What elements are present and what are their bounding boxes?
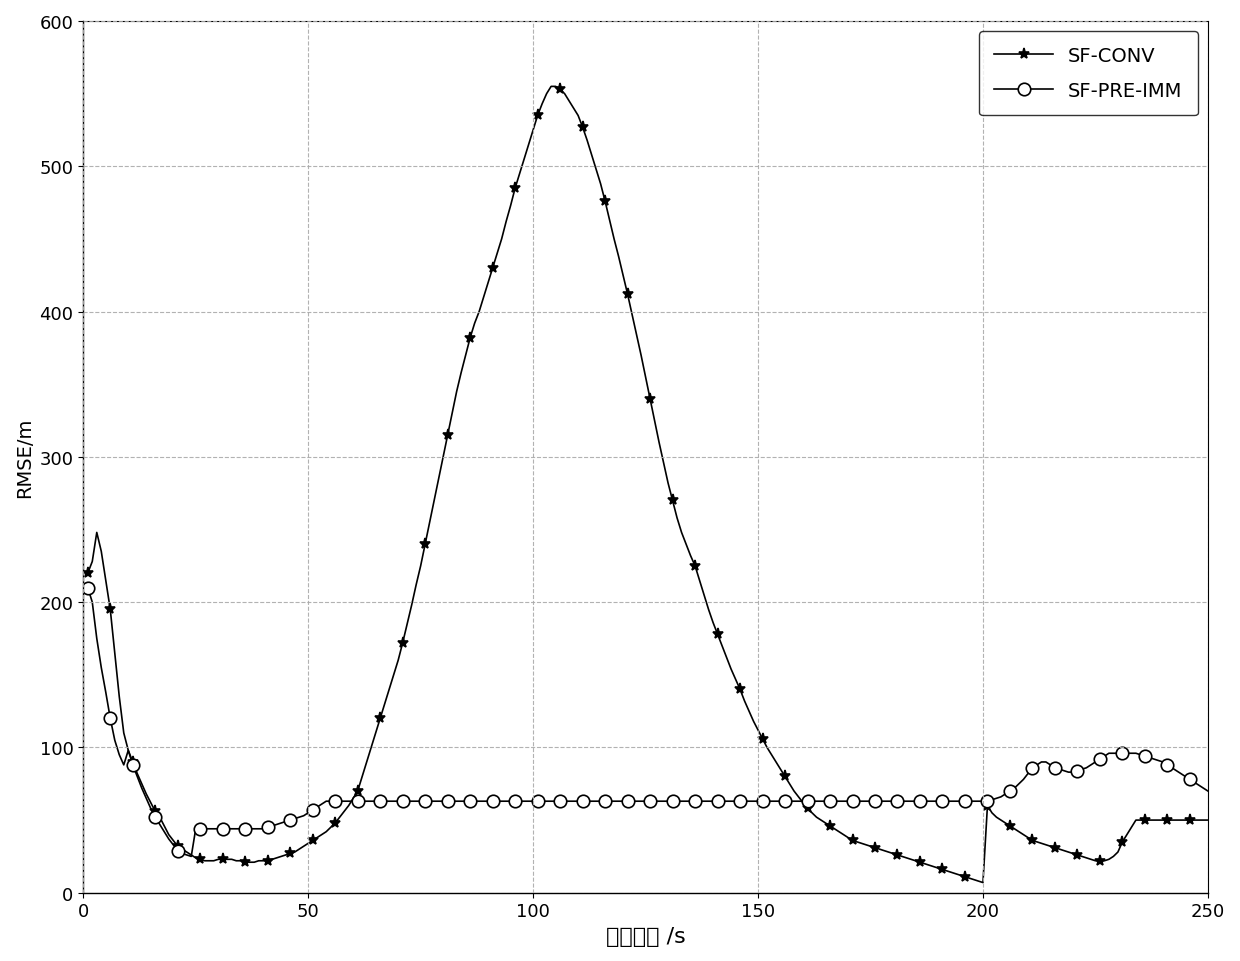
SF-PRE-IMM	[534, 796, 549, 807]
Line: SF-CONV: SF-CONV	[82, 82, 1214, 888]
SF-CONV	[1200, 815, 1215, 826]
SF-CONV	[858, 839, 873, 850]
SF-PRE-IMM	[81, 582, 95, 594]
SF-CONV	[733, 684, 748, 696]
Y-axis label: RMSE/m: RMSE/m	[15, 417, 33, 498]
SF-PRE-IMM	[1200, 785, 1215, 797]
SF-CONV	[543, 82, 558, 93]
SF-PRE-IMM	[548, 796, 563, 807]
SF-CONV	[265, 853, 280, 865]
SF-CONV	[976, 876, 991, 888]
SF-CONV	[1164, 815, 1179, 826]
SF-PRE-IMM	[733, 796, 748, 807]
X-axis label: 采样时间 /s: 采样时间 /s	[605, 926, 686, 946]
SF-CONV	[81, 568, 95, 579]
SF-PRE-IMM	[858, 796, 873, 807]
SF-CONV	[548, 82, 563, 93]
Line: SF-PRE-IMM: SF-PRE-IMM	[82, 581, 1214, 863]
SF-PRE-IMM	[184, 850, 198, 862]
SF-PRE-IMM	[269, 819, 284, 830]
SF-PRE-IMM	[1159, 759, 1174, 771]
SF-CONV	[531, 111, 546, 122]
Legend: SF-CONV, SF-PRE-IMM: SF-CONV, SF-PRE-IMM	[978, 32, 1198, 116]
